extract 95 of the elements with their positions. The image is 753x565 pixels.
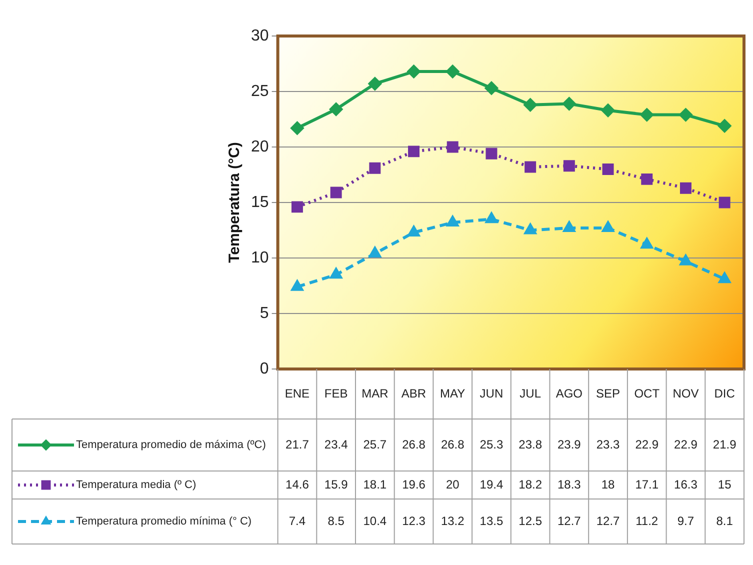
point xyxy=(407,65,420,78)
point xyxy=(446,65,460,78)
data-label: 12.3 xyxy=(402,514,426,528)
point xyxy=(718,272,730,284)
x-tick-label: NOV xyxy=(672,386,699,400)
data-label: 21.7 xyxy=(286,437,310,452)
point xyxy=(330,268,342,279)
data-label: 18.2 xyxy=(518,477,542,492)
data-label: 23.4 xyxy=(324,437,348,452)
y-tick-label: 20 xyxy=(251,138,269,156)
point xyxy=(484,82,498,95)
data-label: 13.2 xyxy=(440,514,465,528)
x-tick-label: FEB xyxy=(324,386,348,400)
y-tick-label: 15 xyxy=(251,194,269,211)
legend-label: Temperatura media (º C) xyxy=(76,479,196,492)
point xyxy=(408,146,420,158)
legend-label: Temperatura promedio mínima (° C) xyxy=(76,516,252,528)
point xyxy=(446,216,458,226)
x-tick-label: DIC xyxy=(714,386,736,400)
point xyxy=(679,108,692,122)
data-label: 12.7 xyxy=(557,514,582,528)
data-label: 23.3 xyxy=(596,437,620,452)
x-tick-label: SEP xyxy=(596,386,620,400)
data-label: 10.4 xyxy=(363,514,387,528)
y-axis-title: Temperatura (°C) xyxy=(226,142,244,263)
x-tick-label: MAY xyxy=(440,386,466,400)
data-label: 22.9 xyxy=(635,437,659,452)
data-label: 18.1 xyxy=(363,477,387,492)
point xyxy=(291,280,304,291)
data-label: 25.7 xyxy=(363,437,387,452)
data-label: 21.9 xyxy=(712,437,737,452)
point xyxy=(524,161,536,173)
data-label: 19.4 xyxy=(480,477,504,492)
x-tick-label: AGO xyxy=(556,386,583,400)
data-label: 26.8 xyxy=(402,437,426,452)
point xyxy=(446,141,458,153)
data-label: 7.4 xyxy=(288,514,306,528)
point xyxy=(602,104,615,117)
x-tick-label: OCT xyxy=(634,386,660,400)
point xyxy=(602,222,614,232)
data-label: 13.5 xyxy=(480,514,504,528)
point xyxy=(640,108,654,122)
data-label: 22.9 xyxy=(674,437,698,452)
data-label: 20 xyxy=(446,477,460,492)
point xyxy=(641,238,653,249)
point xyxy=(290,122,304,135)
y-tick-label: 30 xyxy=(251,27,269,44)
data-label: 23.9 xyxy=(557,437,582,452)
data-label: 17.1 xyxy=(635,477,659,492)
data-label: 19.6 xyxy=(402,477,426,492)
point xyxy=(330,102,343,116)
x-tick-label: JUN xyxy=(480,386,504,400)
data-label: 15.9 xyxy=(324,477,348,492)
point xyxy=(562,97,576,110)
data-label: 26.8 xyxy=(440,437,465,452)
data-label: 12.7 xyxy=(596,514,620,528)
point xyxy=(563,222,576,232)
x-tick-label: ABR xyxy=(401,386,426,400)
point xyxy=(718,196,730,208)
y-tick-label: 10 xyxy=(251,249,269,266)
point xyxy=(486,212,498,224)
x-tick-label: JUL xyxy=(520,386,542,400)
y-tick-label: 25 xyxy=(251,82,269,100)
x-tick-label: MAR xyxy=(362,386,389,400)
point xyxy=(602,163,614,175)
point xyxy=(718,119,732,132)
data-label: 23.8 xyxy=(518,437,542,452)
x-tick-label: ENE xyxy=(284,386,310,400)
data-label: 8.1 xyxy=(716,514,734,528)
point xyxy=(524,98,537,112)
point xyxy=(486,148,498,160)
point xyxy=(408,226,420,236)
point xyxy=(369,162,381,174)
point xyxy=(330,186,342,198)
legend-label: Temperatura promedio de máxima (ºC) xyxy=(76,439,266,452)
point xyxy=(369,247,381,258)
data-label: 25.3 xyxy=(480,437,504,452)
data-label: 15 xyxy=(718,477,732,492)
data-label: 16.3 xyxy=(674,477,698,492)
point xyxy=(641,173,653,185)
point xyxy=(524,224,536,234)
point xyxy=(680,182,692,194)
data-label: 11.2 xyxy=(636,514,658,528)
point xyxy=(680,254,692,266)
point xyxy=(563,160,575,172)
data-label: 12.5 xyxy=(518,514,542,528)
point xyxy=(368,77,382,90)
point xyxy=(291,201,303,213)
data-label: 9.7 xyxy=(677,514,694,528)
data-label: 14.6 xyxy=(286,477,310,492)
data-label: 18 xyxy=(601,477,616,492)
y-tick-label: 5 xyxy=(260,304,269,322)
data-label: 8.5 xyxy=(328,514,345,528)
y-tick-label: 0 xyxy=(260,360,269,378)
data-label: 18.3 xyxy=(557,477,582,492)
